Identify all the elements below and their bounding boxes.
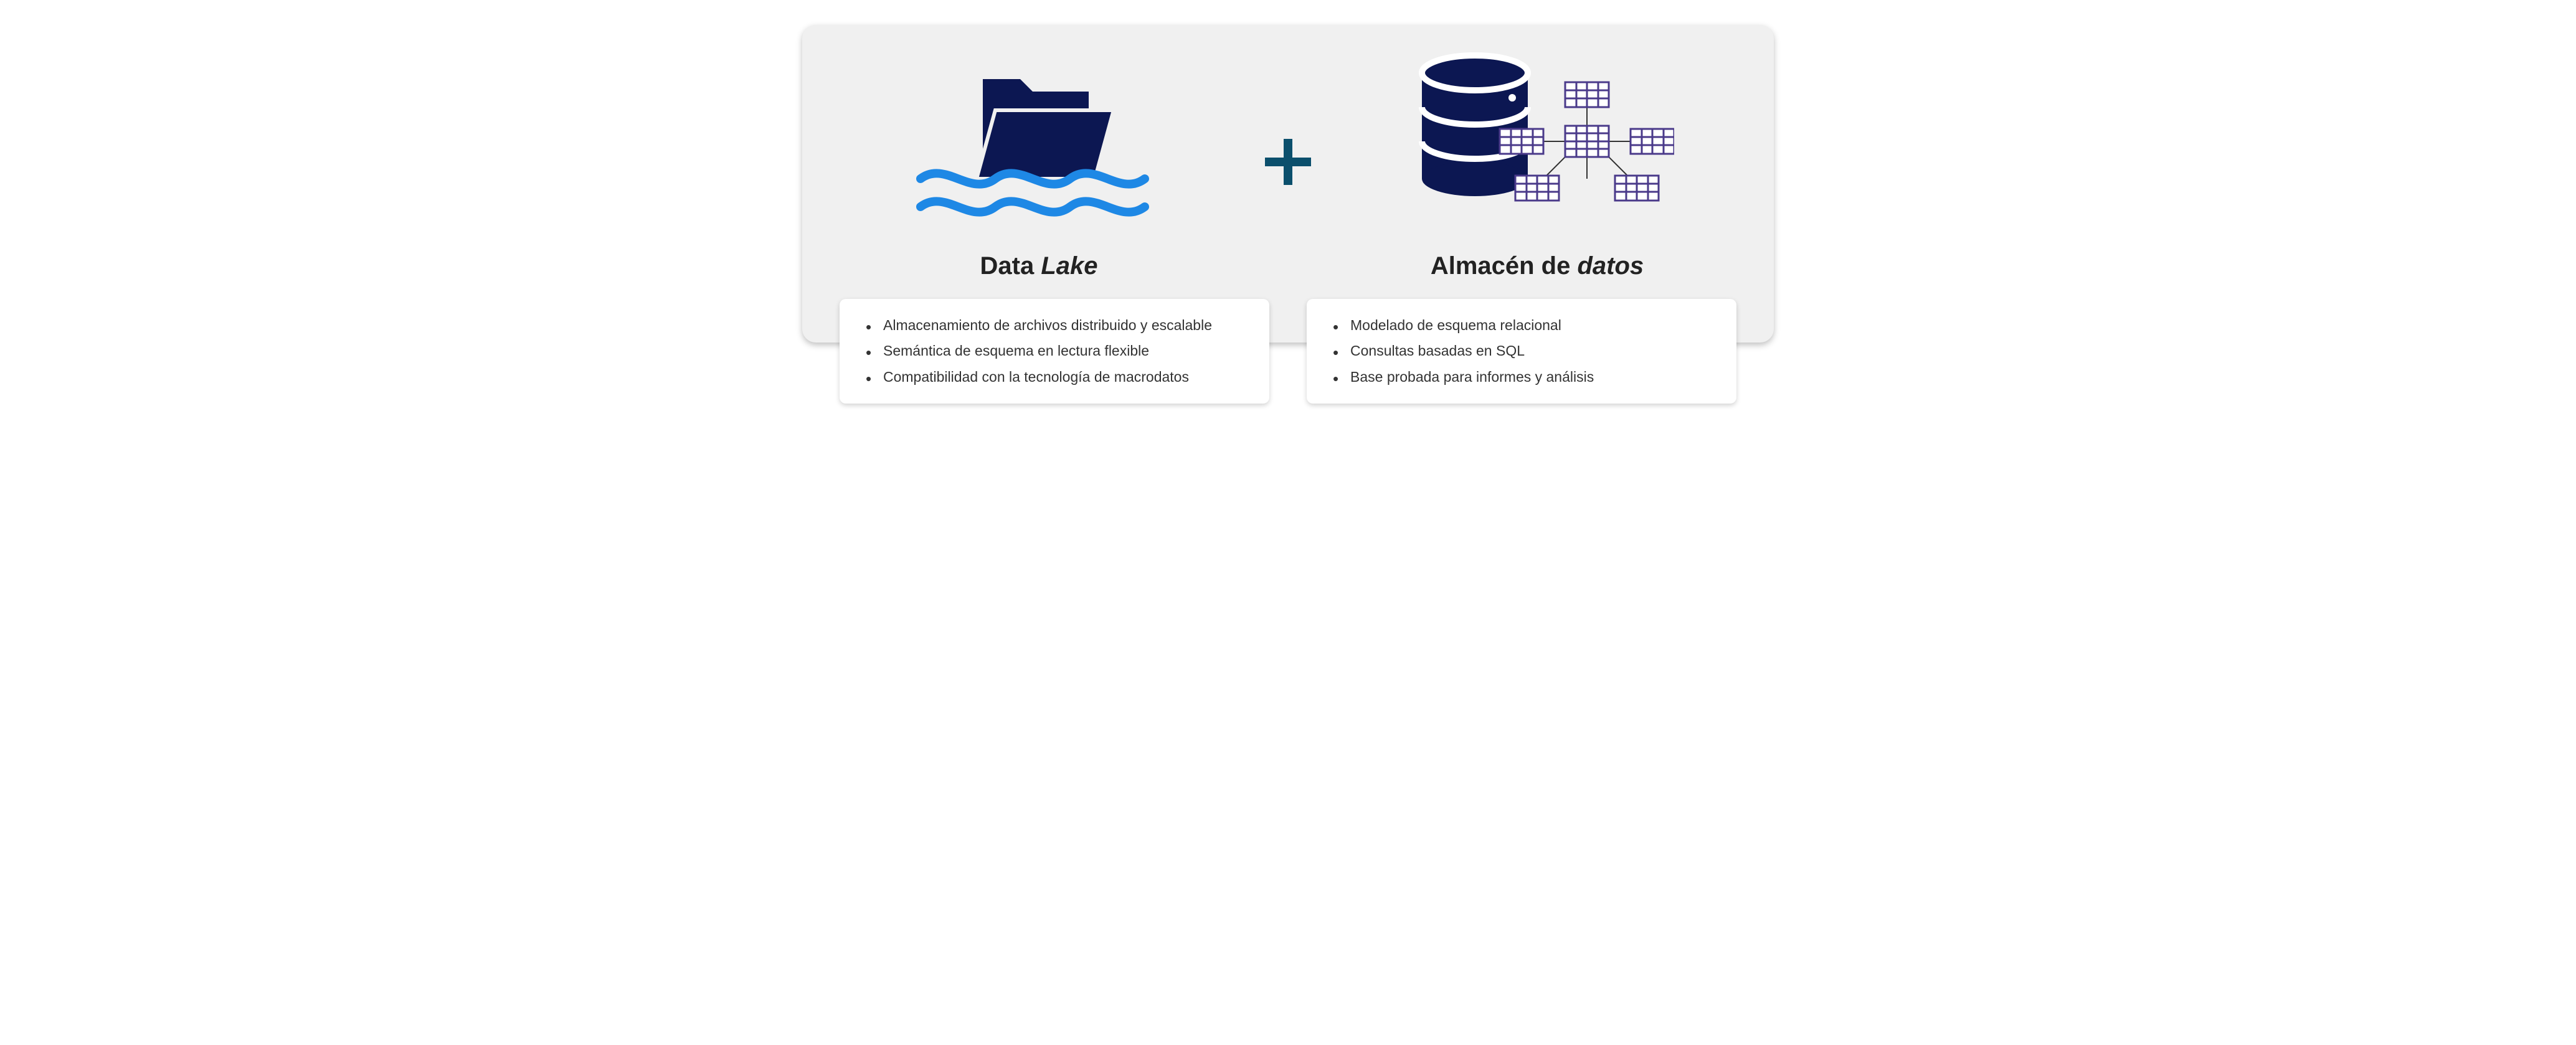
left-side: Data Lake [827, 44, 1251, 280]
data-warehouse-title: Almacén de datos [1431, 252, 1644, 280]
title-italic: datos [1577, 252, 1644, 280]
main-panel: Data Lake [802, 25, 1774, 343]
list-item: Consultas basadas en SQL [1333, 338, 1718, 364]
data-lake-icon-area [827, 44, 1251, 235]
diagram-container: Data Lake [802, 25, 1774, 404]
list-item: Base probada para informes y análisis [1333, 364, 1718, 390]
bullets-row: Almacenamiento de archivos distribuido y… [802, 299, 1774, 404]
list-item: Compatibilidad con la tecnología de macr… [866, 364, 1251, 390]
data-warehouse-icon-area [1325, 44, 1749, 235]
list-item: Modelado de esquema relacional [1333, 313, 1718, 338]
list-item: Almacenamiento de archivos distribuido y… [866, 313, 1251, 338]
title-italic: Lake [1041, 252, 1097, 280]
data-lake-bullets: Almacenamiento de archivos distribuido y… [866, 313, 1251, 390]
title-plain: Almacén de [1431, 252, 1578, 280]
plus-icon [1260, 134, 1316, 190]
database-schema-icon [1400, 48, 1674, 235]
data-warehouse-bullets: Modelado de esquema relacional Consultas… [1333, 313, 1718, 390]
data-lake-title: Data Lake [980, 252, 1098, 280]
folder-waves-icon [908, 60, 1170, 235]
data-lake-bullets-card: Almacenamiento de archivos distribuido y… [840, 299, 1269, 404]
list-item: Semántica de esquema en lectura flexible [866, 338, 1251, 364]
right-side: Almacén de datos [1325, 44, 1749, 280]
database-cylinder [1422, 55, 1528, 196]
data-warehouse-bullets-card: Modelado de esquema relacional Consultas… [1307, 299, 1736, 404]
plus-separator [1251, 134, 1325, 190]
title-plain: Data [980, 252, 1041, 280]
